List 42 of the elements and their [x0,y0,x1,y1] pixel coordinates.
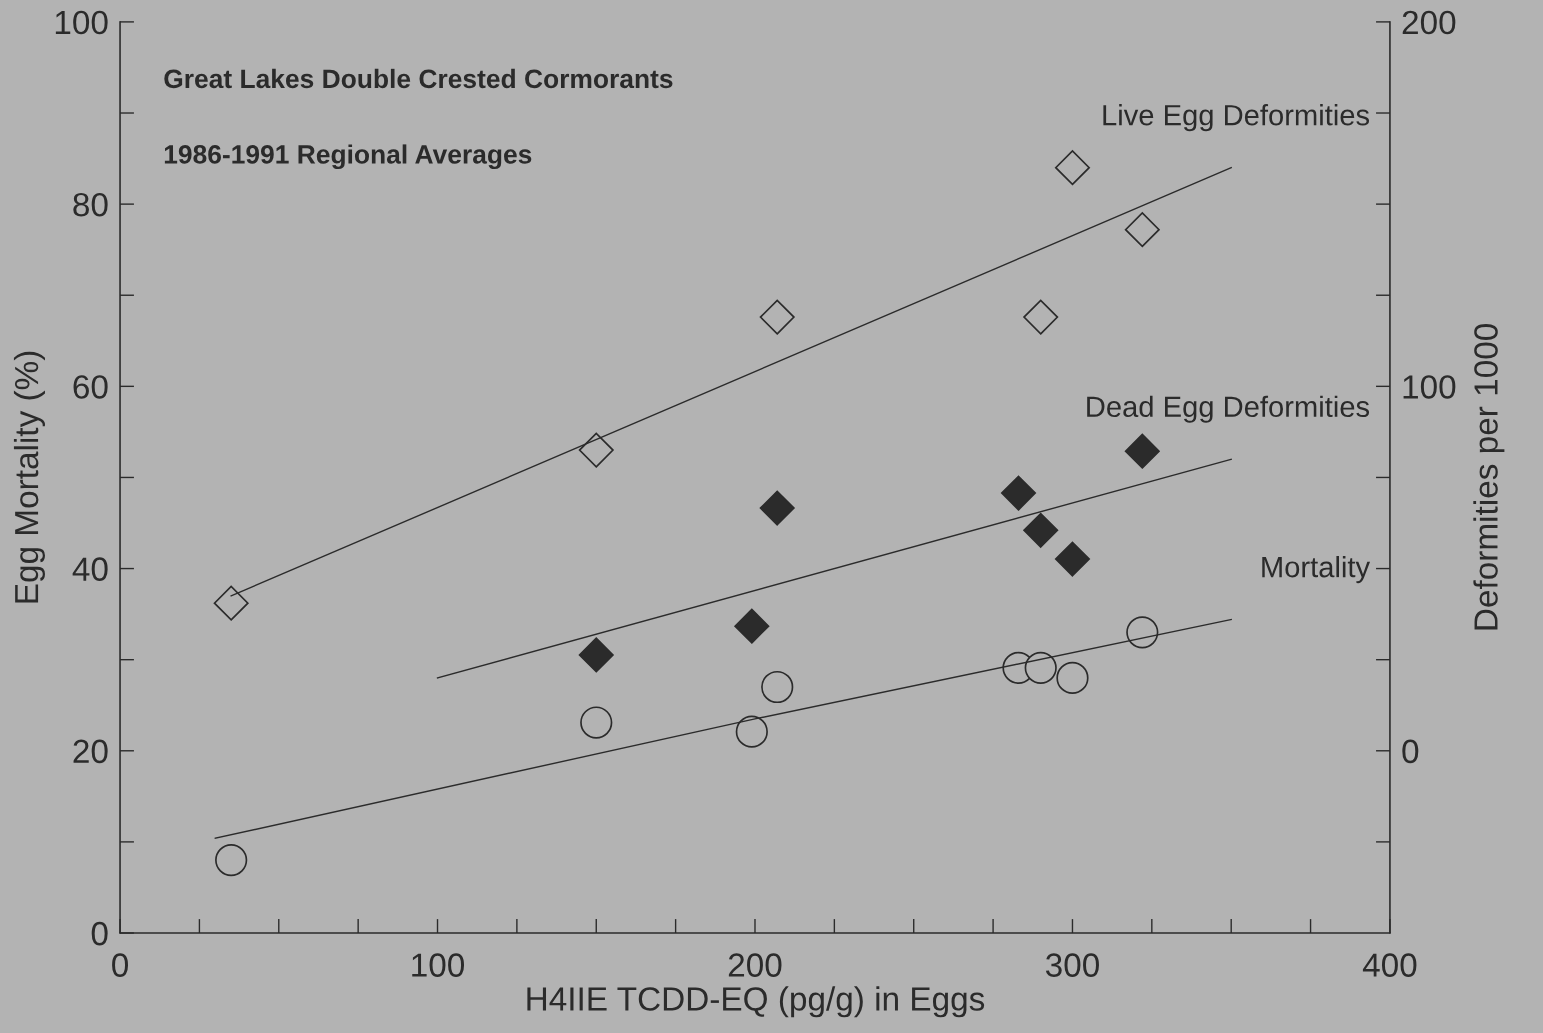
point [1054,150,1090,186]
y2-tick-label: 0 [1402,739,1419,764]
point [1126,616,1159,649]
point [734,608,770,644]
x-tick-label: 0 [112,953,129,977]
text: Great Lakes Double Crested Cormorants [164,68,673,89]
x-tick-label: 200 [728,953,782,977]
y-tick-label: 20 [73,739,108,764]
point [215,844,248,877]
point [1124,433,1160,469]
point [1124,212,1160,248]
x-tick-label: 100 [412,953,465,977]
point [759,299,795,335]
y2-tick-label: 200 [1402,10,1456,35]
y-axis-title: Egg Mortality (%) [13,351,45,603]
series-label: Mortality [1262,555,1371,584]
y2-tick-label: 100 [1403,375,1456,399]
y-tick-label: 100 [55,10,108,35]
point [1023,299,1059,335]
series-label: Dead Egg Deformities [1087,395,1370,423]
point [1056,661,1089,695]
y-tick-label: 60 [73,375,108,399]
point [1054,541,1090,577]
point [761,670,794,704]
point [759,490,795,526]
x-axis-title: H4IIE TCDD-EQ (pg/g) in Eggs [527,986,985,1018]
point [213,585,249,621]
y-tick-label: 80 [73,192,108,217]
series-label: Live Egg Deformities [1103,104,1370,132]
text: 1986-1991 Regional Averages [164,144,532,170]
point [580,706,613,739]
point [578,432,614,468]
x-tick-label: 400 [1362,953,1417,977]
point [1000,475,1037,511]
point [735,715,768,748]
y-tick-label: 0 [91,921,108,946]
point [578,637,614,673]
point [1023,512,1059,548]
y2-axis-title: Deformities per 1000 [1473,324,1505,630]
x-tick-label: 300 [1045,953,1099,977]
point [1024,651,1057,684]
y-tick-label: 40 [72,557,108,581]
